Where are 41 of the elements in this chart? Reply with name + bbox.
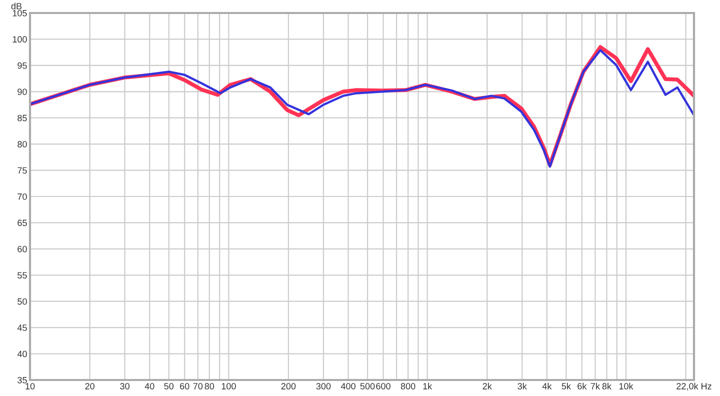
x-tick-label: 100: [222, 383, 236, 390]
y-tick-label: 80: [18, 141, 27, 148]
y-tick-label: 70: [18, 193, 27, 200]
x-tick-label: 2k: [482, 382, 492, 390]
x-tick-label: 200: [281, 383, 296, 390]
x-tick-label: 60: [180, 383, 190, 390]
x-tick-label: 3k: [518, 382, 527, 390]
y-tick-label: 55: [18, 272, 27, 279]
y-tick-label: 50: [18, 298, 27, 305]
x-tick-label: 8k: [602, 382, 612, 390]
x-tick-label: 300: [316, 383, 331, 390]
y-tick-label: 105: [12, 10, 27, 16]
y-tick-label: 85: [18, 114, 27, 122]
x-tick-label: 20: [85, 383, 94, 390]
x-tick-label: 400: [340, 383, 356, 390]
x-tick-label: 4k: [542, 382, 552, 390]
x-tick-label: 5k: [562, 382, 571, 390]
y-tick-label: 65: [18, 220, 27, 226]
x-tick-label: 500: [360, 383, 375, 390]
y-tick-label: 100: [12, 36, 27, 43]
x-tick-label: 50: [164, 383, 174, 390]
y-tick-label: 35: [18, 376, 27, 384]
x-tick-label: 1k: [423, 382, 432, 390]
x-tick-label: 10: [26, 383, 35, 390]
y-tick-label: 90: [18, 88, 27, 96]
y-tick-label: 75: [18, 167, 27, 174]
y-axis-title: dB: [11, 2, 22, 10]
x-tick-label: 80: [204, 383, 214, 390]
x-tick-label: 7k: [590, 382, 600, 390]
y-tick-label: 95: [18, 62, 27, 69]
x-tick-label: 22,0k Hz: [676, 382, 712, 390]
x-tick-label: 600: [376, 383, 390, 390]
x-tick-label: 40: [144, 383, 154, 390]
x-tick-label: 30: [120, 383, 130, 390]
y-tick-label: 45: [17, 324, 27, 331]
y-tick-label: 40: [17, 350, 27, 358]
x-tick-label: 6k: [578, 382, 587, 390]
x-tick-label: 10k: [619, 382, 634, 390]
x-tick-label: 70: [193, 383, 203, 390]
y-tick-label: 60: [18, 246, 27, 252]
x-tick-label: 800: [400, 383, 416, 390]
